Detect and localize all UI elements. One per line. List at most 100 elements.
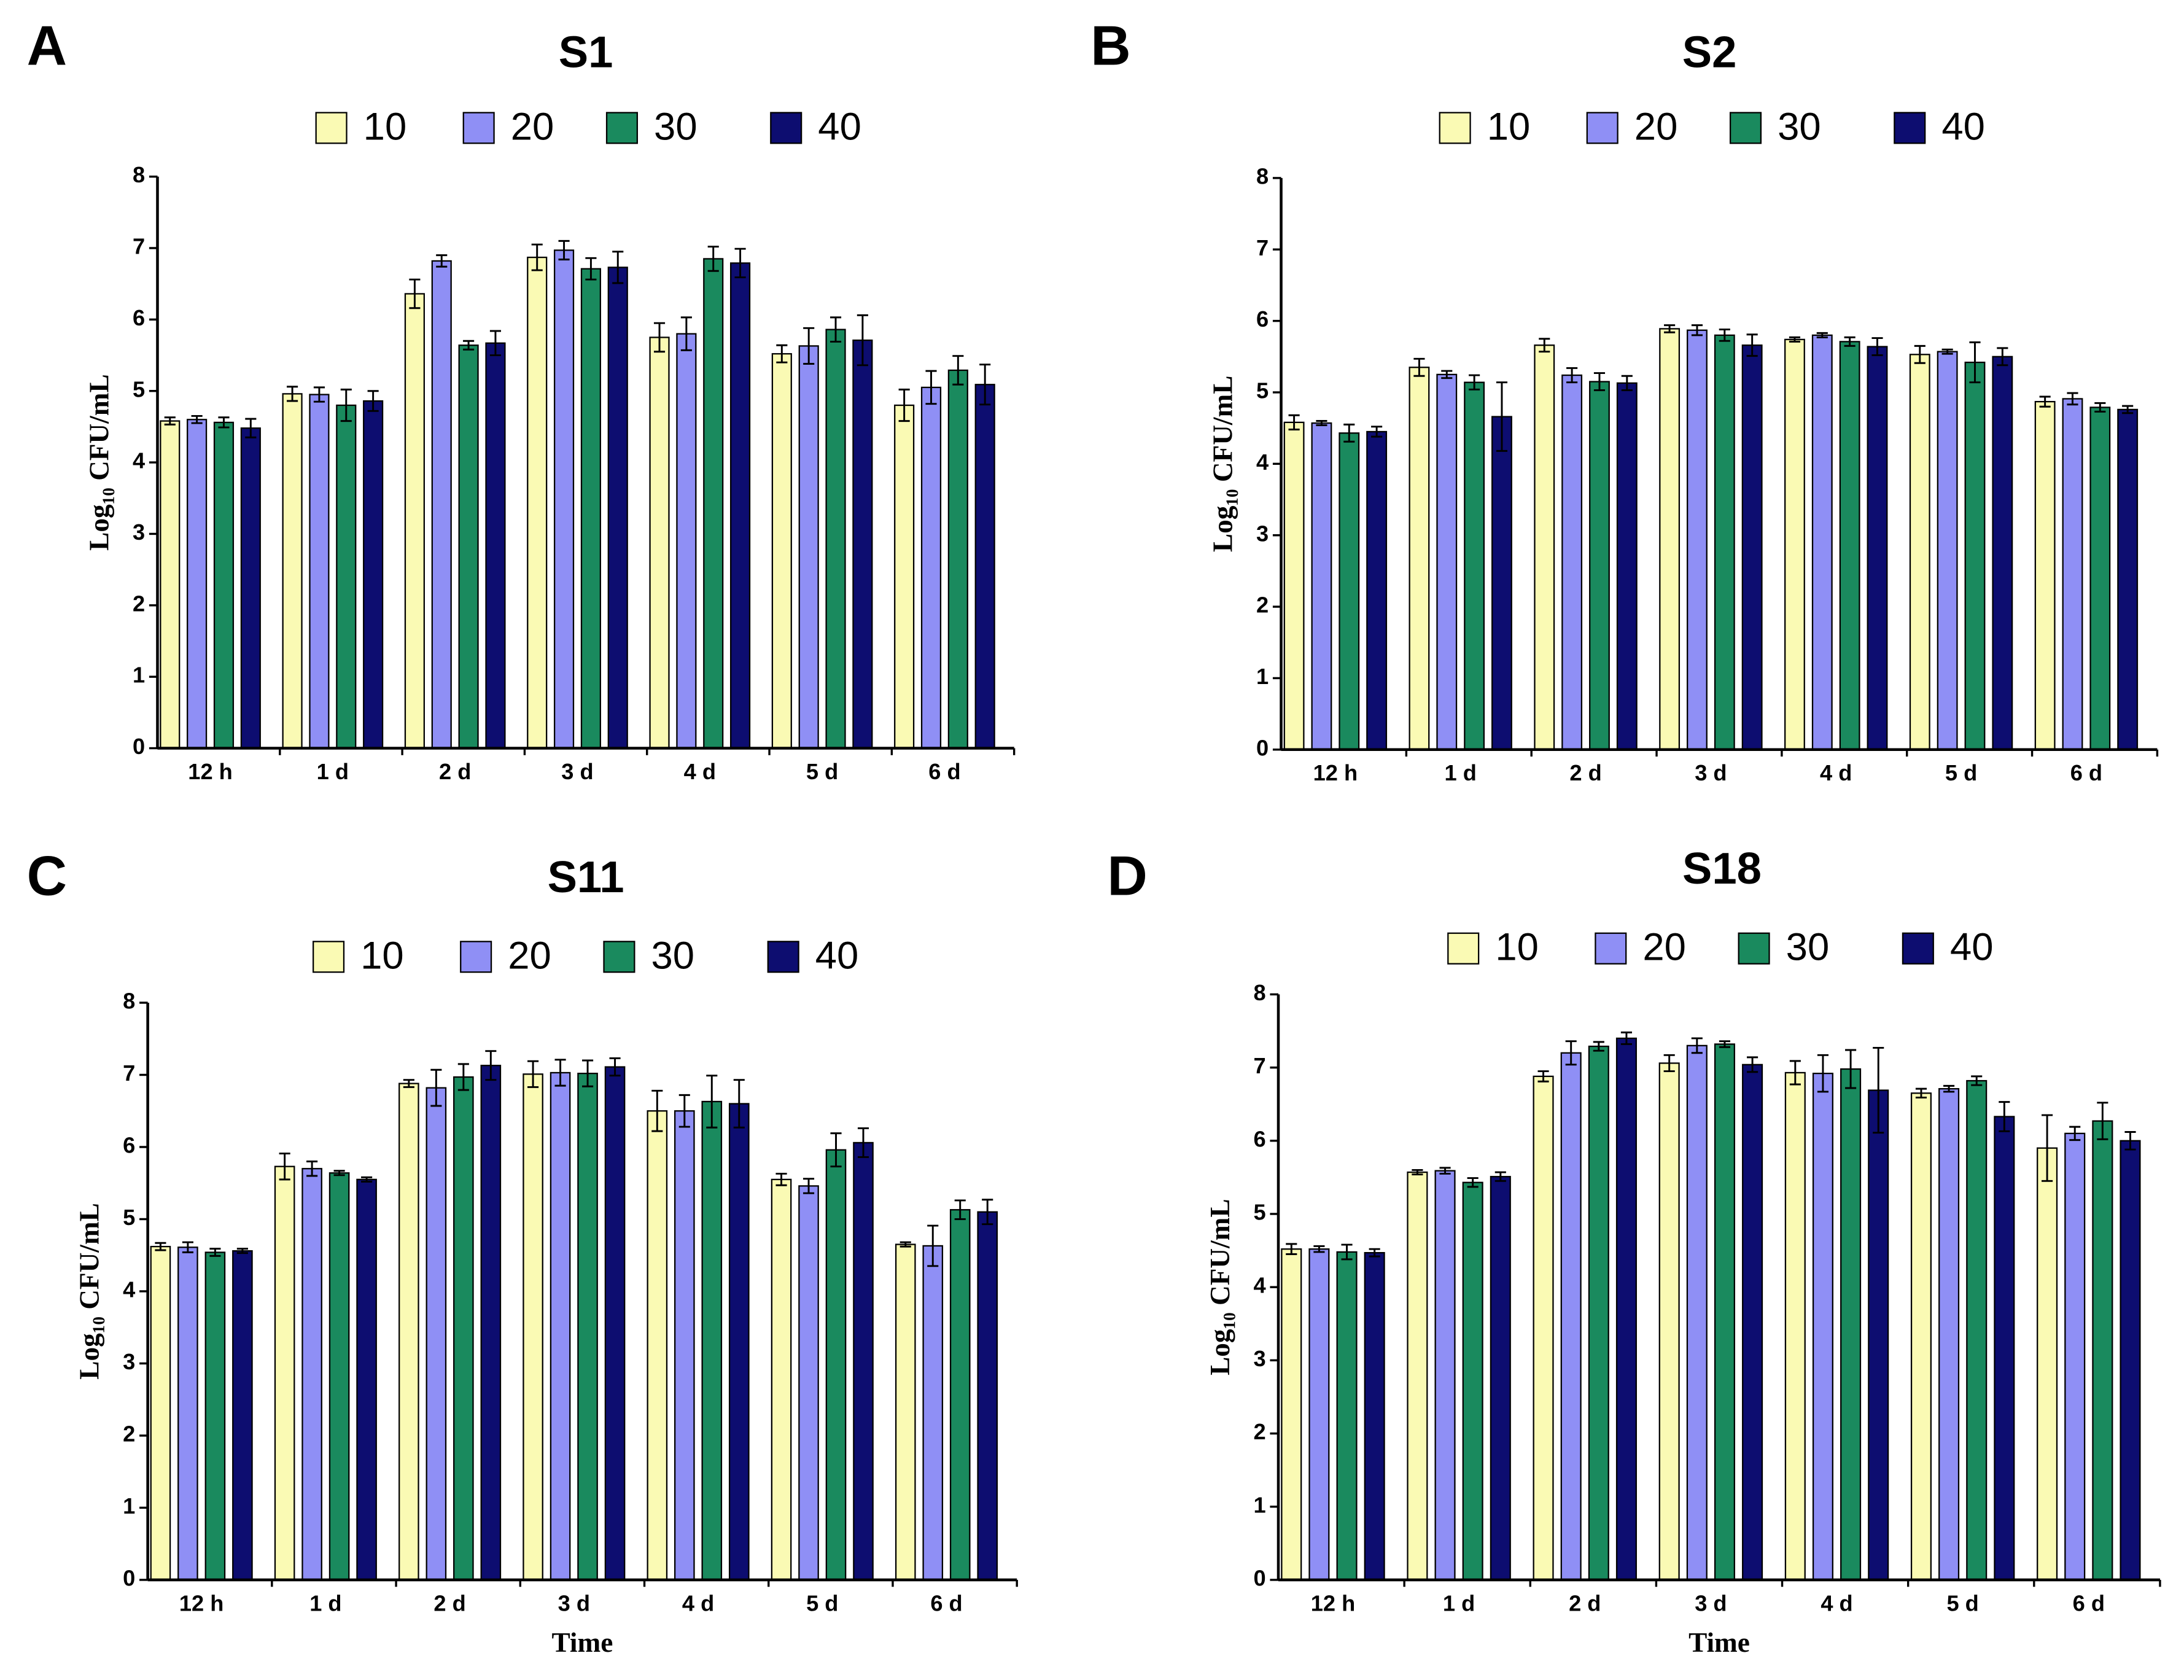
y-axis-label: Log₁₀ CFU/mL (1205, 1199, 1235, 1375)
bar (1784, 1071, 1806, 1581)
x-tick-label: 2 d (439, 759, 471, 784)
bar (852, 339, 873, 749)
y-tick-label: 2 (1253, 1419, 1265, 1444)
y-tick-label: 7 (1256, 235, 1269, 260)
legend-swatch (460, 941, 492, 973)
bar (949, 1209, 971, 1581)
bar (729, 262, 751, 749)
legend-swatch (1439, 112, 1471, 144)
bar (676, 333, 697, 749)
x-tick-label: 2 d (1569, 1590, 1601, 1616)
x-tick-label: 12 h (188, 759, 232, 784)
chart-title: S1 (559, 28, 613, 77)
bar (1560, 1052, 1582, 1581)
x-tick-label: 6 d (930, 1590, 962, 1616)
bar (1659, 328, 1681, 750)
bar (580, 268, 601, 749)
bar (577, 1073, 598, 1581)
chart-title: S11 (548, 852, 624, 902)
bar (301, 1168, 322, 1581)
bar (607, 266, 628, 749)
x-tick-label: 5 d (1946, 1590, 1978, 1616)
chart-title: S18 (1682, 844, 1762, 893)
bar (894, 404, 915, 749)
legend-label: 20 (508, 934, 551, 977)
bar (2092, 1120, 2113, 1581)
y-tick-label: 2 (1256, 593, 1269, 618)
y-tick-label: 7 (1253, 1053, 1265, 1078)
legend-swatch (767, 941, 799, 973)
x-tick-label: 1 d (1443, 1590, 1475, 1616)
bar (1867, 346, 1888, 750)
x-tick-label: 12 h (1313, 760, 1358, 785)
bar (1407, 1171, 1428, 1581)
panel-label: A (27, 15, 67, 77)
y-tick-label: 7 (133, 234, 145, 259)
y-axis-label: Log₁₀ CFU/mL (84, 374, 114, 551)
legend-label: 40 (1950, 926, 1994, 969)
y-tick-label: 0 (1256, 735, 1269, 760)
bar (1937, 351, 1958, 750)
bar (2064, 1132, 2086, 1581)
legend-swatch (1738, 932, 1770, 965)
bar (177, 1246, 198, 1581)
bar (728, 1103, 750, 1581)
y-tick-label: 4 (133, 448, 145, 473)
panel-label: B (1090, 15, 1130, 77)
y-tick-label: 1 (133, 663, 145, 688)
bar (977, 1211, 998, 1581)
bar (1491, 416, 1512, 750)
bar (232, 1250, 253, 1581)
bar (398, 1083, 419, 1581)
bar (922, 1245, 944, 1581)
bar (458, 344, 479, 749)
bar (1436, 373, 1458, 750)
bar (2120, 1140, 2141, 1581)
y-tick-label: 0 (133, 734, 145, 759)
bar (480, 1065, 502, 1581)
legend-label: 30 (1778, 105, 1821, 148)
bar (309, 394, 330, 749)
bar (771, 353, 792, 749)
legend-swatch (1586, 112, 1619, 144)
bar (647, 1110, 668, 1581)
x-tick-label: 1 d (309, 1590, 341, 1616)
legend-label: 30 (654, 105, 698, 148)
panel-label: D (1107, 846, 1147, 908)
y-tick-label: 6 (1256, 306, 1269, 332)
y-tick-label: 5 (133, 376, 145, 402)
y-tick-label: 2 (133, 591, 145, 616)
y-tick-label: 3 (133, 519, 145, 545)
legend-swatch (603, 941, 635, 973)
bar (213, 421, 235, 749)
legend-swatch (1729, 112, 1762, 144)
bar (1909, 354, 1930, 750)
y-tick-label: 4 (1256, 449, 1269, 475)
bar (853, 1141, 874, 1581)
x-tick-label: 4 d (1820, 760, 1852, 785)
bar (1409, 367, 1430, 750)
bar (2062, 398, 2083, 750)
x-tick-label: 1 d (1445, 760, 1477, 785)
bar (240, 427, 261, 749)
bar (2089, 406, 2111, 750)
bar (1714, 334, 1735, 750)
bar (160, 420, 181, 749)
bar (550, 1071, 571, 1581)
bar (204, 1251, 226, 1581)
bar (1534, 344, 1555, 750)
x-axis-label: Time (552, 1627, 613, 1658)
bar (1339, 432, 1360, 750)
bar (1490, 1176, 1511, 1581)
bar (895, 1243, 916, 1581)
y-tick-label: 3 (123, 1349, 135, 1374)
bar (1811, 334, 1833, 750)
x-tick-label: 5 d (806, 759, 838, 784)
bar (1308, 1248, 1330, 1581)
x-tick-label: 2 d (433, 1590, 465, 1616)
x-tick-label: 3 d (1695, 1590, 1727, 1616)
legend-label: 40 (818, 105, 861, 148)
bar (947, 369, 968, 749)
bar (1364, 1252, 1385, 1581)
legend-label: 10 (363, 105, 407, 148)
